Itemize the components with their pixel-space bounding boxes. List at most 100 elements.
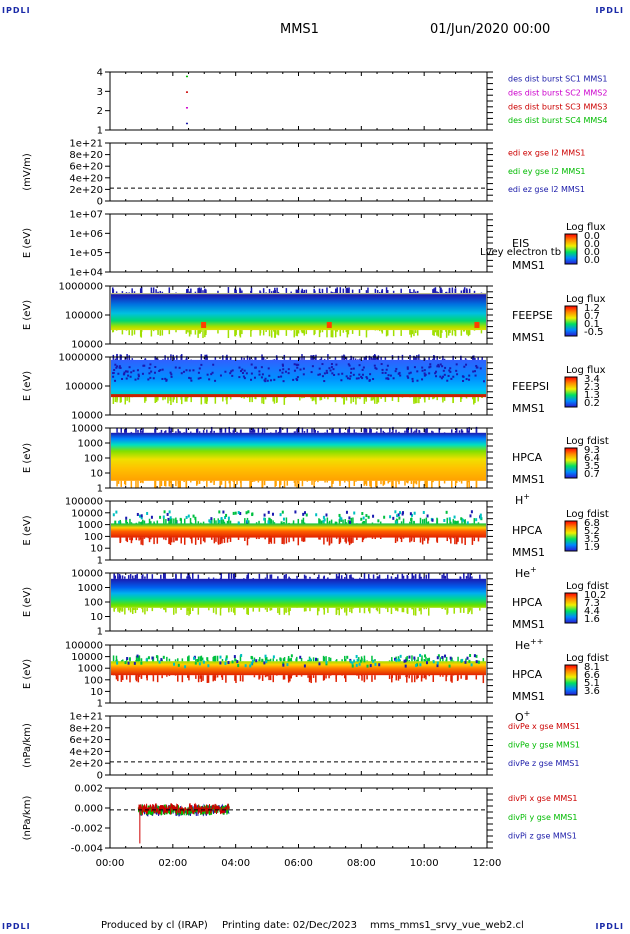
hpca-hepp-label-base: HPCA bbox=[512, 596, 543, 609]
hpca-he-sparse-point bbox=[115, 510, 118, 514]
hpca-h-fringe-top bbox=[475, 426, 478, 433]
hpca-o-sparse-point bbox=[264, 654, 267, 658]
hpca-o-fringe-bottom bbox=[356, 675, 358, 676]
hpca-h-y-tick-label: 10 bbox=[90, 469, 103, 480]
hpca-h-fringe-top bbox=[301, 427, 304, 433]
hpca-o-fringe-top bbox=[138, 655, 141, 662]
feepse-fringe-top bbox=[432, 289, 434, 293]
feepsi-fringe-bottom bbox=[222, 397, 224, 402]
hpca-h-fringe-bottom bbox=[202, 480, 205, 482]
feepsi-fringe-bottom bbox=[311, 397, 314, 402]
hpca-he-fringe-bottom bbox=[173, 537, 175, 543]
hpca-h-fringe-bottom bbox=[154, 480, 156, 488]
hpca-o-sparse-point bbox=[286, 663, 289, 667]
hpca-hepp-fringe-top bbox=[441, 574, 443, 579]
hpca-hepp-label-base: He bbox=[515, 639, 530, 652]
hpca-h-fringe-top bbox=[232, 430, 235, 433]
hpca-he-sparse-point bbox=[397, 513, 400, 517]
feepse-fringe-top bbox=[265, 292, 267, 293]
feepse-fringe-top bbox=[290, 291, 292, 293]
feepsi-fringe-top bbox=[432, 358, 434, 360]
hpca-h-fringe-top bbox=[296, 429, 298, 433]
hpca-he-fringe-bottom bbox=[202, 537, 205, 542]
footer-printing-date: Printing date: 02/Dec/2023 bbox=[222, 920, 358, 931]
hpca-h-fringe-bottom bbox=[369, 480, 371, 484]
hpca-he-sparse-point bbox=[166, 512, 169, 516]
hpca-hepp-fringe-top bbox=[327, 577, 329, 579]
hpca-he-fringe-top bbox=[423, 518, 426, 524]
hpca-o-sparse-point bbox=[464, 660, 467, 664]
feepsi-fringe-bottom bbox=[327, 397, 329, 400]
hpca-hepp-fringe-top bbox=[420, 576, 422, 579]
hpca-hepp-fringe-top bbox=[270, 574, 273, 579]
feepse-fringe-bottom bbox=[188, 330, 191, 337]
hpca-he-fringe-bottom bbox=[348, 537, 351, 544]
hpca-o-fringe-bottom bbox=[272, 675, 275, 683]
hpca-hepp-fringe-top bbox=[121, 575, 124, 579]
feepsi-fringe-bottom bbox=[472, 397, 474, 400]
feepsi-sparse-point bbox=[368, 379, 371, 382]
feepsi-fringe-top bbox=[276, 356, 278, 360]
hpca-o-sparse-point bbox=[351, 664, 354, 668]
hpca-o-sparse-point bbox=[473, 654, 476, 658]
hpca-o-fringe-bottom bbox=[287, 675, 290, 679]
hpca-hepp-fringe-top bbox=[160, 574, 162, 579]
hpca-o-fringe-bottom bbox=[117, 675, 119, 682]
hpca-hepp-label-superscript: ++ bbox=[530, 637, 543, 646]
hpca-o-sparse-point bbox=[369, 664, 372, 668]
hpca-h-fringe-bottom bbox=[353, 480, 356, 487]
feepsi-sparse-point bbox=[118, 365, 121, 368]
hpca-hepp-fringe-bottom bbox=[144, 607, 146, 615]
feepsi-fringe-bottom bbox=[299, 397, 301, 401]
eis-frame bbox=[109, 213, 488, 273]
hpca-he-sparse-point bbox=[305, 513, 308, 517]
hpca-o-fringe-top bbox=[235, 659, 237, 662]
feepsi-sparse-point bbox=[279, 369, 282, 372]
feepsi-sparse-point bbox=[250, 372, 253, 375]
hpca-h-fringe-top bbox=[454, 430, 457, 433]
hpca-o-sparse-point bbox=[425, 661, 428, 665]
feepsi-sparse-point bbox=[434, 372, 437, 375]
hpca-hepp-fringe-top bbox=[359, 577, 361, 579]
feepsi-sparse-point bbox=[125, 377, 128, 380]
hpca-he-fringe-top bbox=[409, 521, 411, 524]
hpca-o-fringe-top bbox=[416, 659, 418, 662]
feepse-fringe-bottom bbox=[175, 330, 177, 333]
feepse-fringe-bottom bbox=[358, 330, 361, 336]
hpca-hepp-fringe-top bbox=[118, 573, 121, 579]
feepsi-sparse-point bbox=[347, 363, 350, 366]
hpca-h-fringe-bottom bbox=[314, 480, 316, 482]
feepse-fringe-bottom bbox=[351, 330, 354, 334]
hpca-o-fringe-top bbox=[115, 655, 118, 662]
feepse-fringe-bottom bbox=[301, 330, 303, 334]
hpca-he-y-tick-label: 1000 bbox=[78, 520, 103, 531]
hpca-o-fringe-top bbox=[335, 659, 338, 662]
feepsi-fringe-top bbox=[436, 356, 438, 360]
hpca-o-sparse-point bbox=[184, 665, 187, 669]
feepsi-sparse-point bbox=[114, 363, 117, 366]
hpca-hepp-fringe-top bbox=[133, 578, 135, 579]
hpca-hepp-fringe-top bbox=[289, 578, 291, 579]
hpca-o-fringe-top bbox=[296, 656, 298, 662]
feepsi-fringe-top bbox=[345, 356, 348, 360]
hpca-o-fringe-top bbox=[439, 657, 442, 662]
hpca-he-sparse-point bbox=[163, 510, 166, 514]
hpca-h-fringe-bottom bbox=[183, 480, 185, 483]
hpca-h-fringe-bottom bbox=[177, 480, 180, 489]
hpca-o-sparse-point bbox=[351, 661, 354, 665]
hpca-he-fringe-bottom bbox=[326, 537, 329, 542]
hpca-h-fringe-bottom bbox=[431, 480, 433, 489]
hpca-h-fringe-top bbox=[249, 428, 251, 433]
hpca-o-y-tick-label: 100000 bbox=[65, 641, 103, 652]
hpca-o-sparse-point bbox=[177, 663, 180, 667]
hpca-o-fringe-bottom bbox=[460, 675, 462, 679]
hpca-o-fringe-bottom bbox=[207, 675, 210, 683]
hpca-h-fringe-top bbox=[414, 430, 416, 433]
feepsi-fringe-bottom bbox=[229, 397, 232, 398]
hpca-hepp-fringe-bottom bbox=[394, 607, 397, 610]
hpca-he-fringe-bottom bbox=[153, 537, 155, 545]
hpca-he-sparse-point bbox=[320, 520, 323, 524]
feepsi-sparse-point bbox=[337, 373, 340, 376]
feepse-fringe-top bbox=[199, 289, 201, 293]
feepse-fringe-top bbox=[379, 292, 381, 293]
